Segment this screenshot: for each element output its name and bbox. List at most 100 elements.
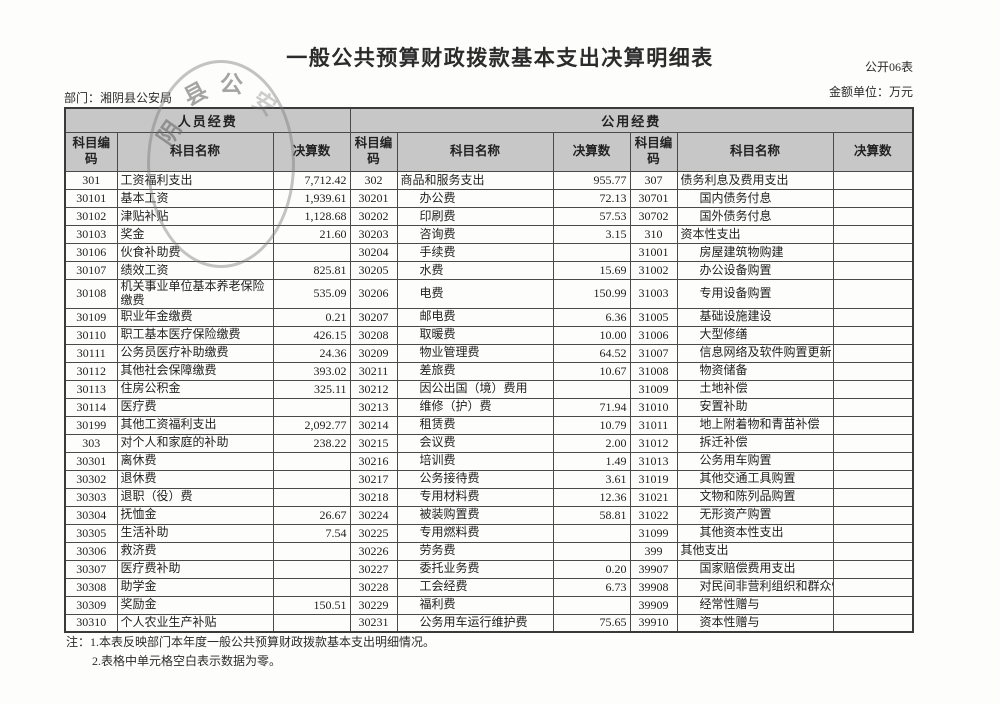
amount-cell: 426.15 [272, 325, 351, 345]
column-header-row: 科目编码 科目名称 决算数 科目编码 科目名称 决算数 科目编码 科目名称 决算… [64, 132, 914, 172]
subject-code-cell: 31021 [629, 487, 678, 507]
amount-cell: 3.15 [552, 225, 631, 244]
amount-cell [552, 379, 631, 399]
subject-name-cell: 津贴补贴 [116, 207, 274, 226]
department-label: 部门：湘阴县公安局 [64, 91, 173, 105]
subject-code-cell: 30227 [349, 559, 398, 579]
table-row: 30304 抚恤金 26.67 30224 被装购置费 58.81 31022 无形资产购置 [64, 505, 914, 525]
subject-name-cell: 无形资产购置 [676, 505, 834, 525]
subject-name-cell: 印刷费 [396, 207, 554, 226]
subject-code-cell: 307 [629, 171, 678, 190]
subject-name-cell: 奖金 [116, 225, 274, 244]
subject-code-cell: 31009 [629, 379, 678, 399]
table-row: 30112 其他社会保障缴费 393.02 30211 差旅费 10.67 31008 物资储… [64, 361, 914, 381]
table-row: 30303 退职（役）费 30218 专用材料费 12.36 31021 文物和陈列品购置 [64, 487, 914, 507]
subject-name-cell: 办公设备购置 [676, 261, 834, 280]
amount-cell: 2,092.77 [272, 415, 351, 435]
subject-name-cell: 劳务费 [396, 541, 554, 561]
subject-code-cell: 30107 [64, 261, 118, 280]
subject-code-cell: 399 [629, 541, 678, 561]
amount-cell: 1,128.68 [272, 207, 351, 226]
subject-code-cell: 30207 [349, 307, 398, 327]
subject-name-cell: 物资储备 [676, 361, 834, 381]
amount-cell [832, 225, 914, 244]
subject-name-cell: 公务员医疗补助缴费 [116, 343, 274, 363]
amount-cell [832, 415, 914, 435]
subject-code-cell: 31099 [629, 523, 678, 543]
amount-cell: 0.20 [552, 559, 631, 579]
subject-code-cell: 31001 [629, 243, 678, 262]
subject-code-cell: 30228 [349, 577, 398, 597]
amount-cell [272, 451, 351, 471]
subject-name-cell: 安置补助 [676, 397, 834, 417]
subject-name-cell: 抚恤金 [116, 505, 274, 525]
col-header-code: 科目编码 [629, 132, 678, 172]
subject-name-cell: 对民间非营利组织和群众性自 [676, 577, 834, 597]
amount-cell: 325.11 [272, 379, 351, 399]
subject-code-cell: 30209 [349, 343, 398, 363]
col-header-name: 科目名称 [396, 132, 554, 172]
subject-code-cell: 31007 [629, 343, 678, 363]
amount-cell [832, 243, 914, 262]
subject-name-cell: 邮电费 [396, 307, 554, 327]
subject-name-cell: 地上附着物和青苗补偿 [676, 415, 834, 435]
subject-code-cell: 30216 [349, 451, 398, 471]
amount-cell: 7,712.42 [272, 171, 351, 190]
page-title: 一般公共预算财政拨款基本支出决算明细表 [286, 46, 714, 70]
subject-code-cell: 31010 [629, 397, 678, 417]
subject-name-cell: 公务接待费 [396, 469, 554, 489]
amount-cell: 10.00 [552, 325, 631, 345]
col-header-amount: 决算数 [552, 132, 631, 172]
amount-cell: 6.73 [552, 577, 631, 597]
subject-code-cell: 31003 [629, 279, 678, 309]
table-body: 301 工资福利支出 7,712.42 302 商品和服务支出 955.77 307 债务利息… [64, 171, 914, 633]
subject-code-cell: 302 [349, 171, 398, 190]
amount-cell: 535.09 [272, 279, 351, 309]
subject-code-cell: 30114 [64, 397, 118, 417]
subject-name-cell: 租赁费 [396, 415, 554, 435]
amount-cell: 21.60 [272, 225, 351, 244]
form-number: 公开06表 [864, 60, 913, 74]
subject-code-cell: 30102 [64, 207, 118, 226]
col-header-code: 科目编码 [64, 132, 118, 172]
amount-cell: 955.77 [552, 171, 631, 190]
subject-name-cell: 国家赔偿费用支出 [676, 559, 834, 579]
amount-cell [832, 577, 914, 597]
subject-code-cell: 31013 [629, 451, 678, 471]
subject-name-cell: 手续费 [396, 243, 554, 262]
subject-code-cell: 30206 [349, 279, 398, 309]
subject-name-cell: 离休费 [116, 451, 274, 471]
subject-name-cell: 基础设施建设 [676, 307, 834, 327]
subject-name-cell: 医疗费 [116, 397, 274, 417]
subject-code-cell: 30226 [349, 541, 398, 561]
subject-name-cell: 助学金 [116, 577, 274, 597]
subject-code-cell: 30702 [629, 207, 678, 226]
subject-code-cell: 39910 [629, 613, 678, 633]
table-row: 30101 基本工资 1,939.61 30201 办公费 72.13 30701 国内债务付… [64, 189, 914, 208]
amount-cell [272, 397, 351, 417]
subject-name-cell: 会议费 [396, 433, 554, 453]
subject-code-cell: 30214 [349, 415, 398, 435]
amount-cell: 64.52 [552, 343, 631, 363]
amount-cell [272, 469, 351, 489]
amount-cell: 26.67 [272, 505, 351, 525]
subject-name-cell: 伙食补助费 [116, 243, 274, 262]
col-header-code: 科目编码 [349, 132, 398, 172]
note-line: 2.表格中单元格空白表示数据为零。 [92, 653, 282, 668]
amount-cell: 393.02 [272, 361, 351, 381]
amount-cell [272, 243, 351, 262]
subject-name-cell: 专用设备购置 [676, 279, 834, 309]
amount-cell [272, 559, 351, 579]
subject-code-cell: 30225 [349, 523, 398, 543]
subject-name-cell: 资本性赠与 [676, 613, 834, 633]
subject-name-cell: 国外债务付息 [676, 207, 834, 226]
table-row: 30310 个人农业生产补贴 30231 公务用车运行维护费 75.65 39910 资本性… [64, 613, 914, 633]
subject-code-cell: 30309 [64, 595, 118, 615]
amount-cell: 7.54 [272, 523, 351, 543]
subject-code-cell: 30112 [64, 361, 118, 381]
amount-cell: 825.81 [272, 261, 351, 280]
amount-cell [552, 243, 631, 262]
subject-code-cell: 30203 [349, 225, 398, 244]
amount-cell [272, 613, 351, 633]
